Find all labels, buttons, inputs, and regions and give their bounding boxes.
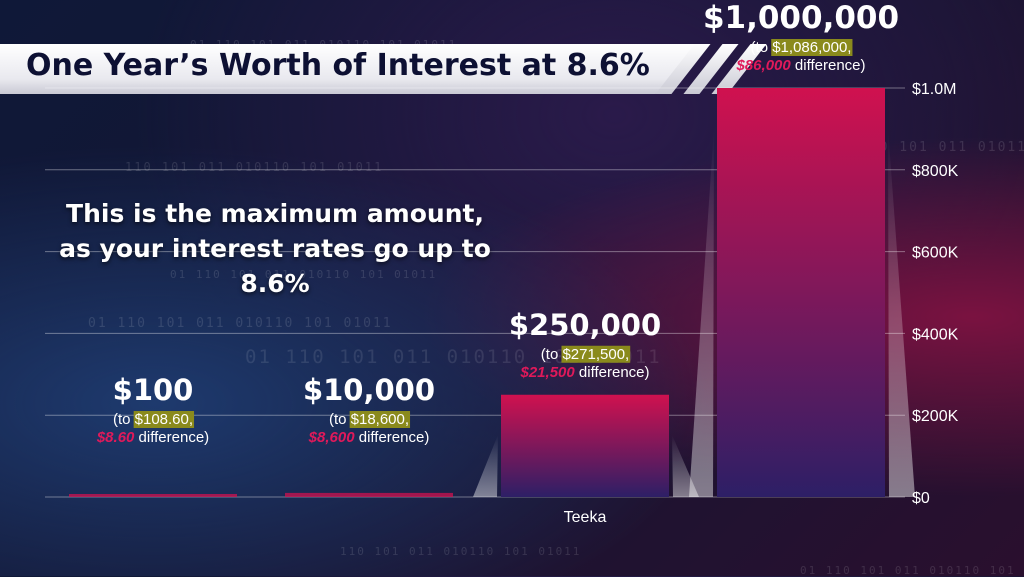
chart-title: One Year’s Worth of Interest at 8.6% (26, 48, 650, 83)
y-tick-label: $200K (912, 408, 959, 425)
y-tick-label: $400K (912, 326, 959, 343)
annotation-line-1: This is the maximum amount, (66, 199, 484, 228)
data-labels: $100 (to $108.60,$8.60 difference) $10,000… (96, 0, 899, 446)
annotation: This is the maximum amount, as your inte… (40, 196, 510, 301)
data-label-diff-suffix: difference) (134, 429, 209, 446)
light-beams (473, 128, 915, 497)
data-label-diff-value: $8,600 (308, 429, 356, 446)
data-label-to-value: $271,500, (562, 346, 629, 363)
binary-streak-4: 01 110 101 011 010110 101 01011 (88, 316, 393, 331)
data-label-to-prefix: (to (751, 39, 773, 56)
y-axis: $0 $200K $400K $600K $800K $1.0M (912, 81, 959, 507)
y-tick-label: $800K (912, 163, 959, 180)
data-label-diff: $8.60 difference) (96, 429, 209, 446)
y-tick-label: $600K (912, 245, 959, 262)
data-label-to-value: $108.60, (135, 411, 193, 428)
data-label-diff: $86,000 difference) (736, 57, 866, 74)
annotation-line-2: as your interest rates go up to 8.6% (59, 234, 491, 298)
value-highlight (561, 345, 631, 363)
data-label-to-prefix: (to (329, 411, 351, 428)
bars (69, 88, 885, 497)
x-axis: Teeka (564, 509, 607, 526)
data-label-diff: $8,600 difference) (308, 429, 430, 446)
y-tick-label: $1.0M (912, 81, 956, 98)
data-label-to-prefix: (to (541, 346, 563, 363)
data-label-amount: $1,000,000 (703, 0, 899, 36)
value-highlight (771, 39, 853, 56)
binary-streak-3: 01 110 101 011 010110 101 01011 (170, 268, 438, 281)
data-label-diff-value: $8.60 (96, 429, 135, 446)
data-label-diff-value: $86,000 (736, 57, 792, 74)
x-tick-label: Teeka (564, 509, 607, 526)
bar (69, 494, 237, 497)
data-label-amount: $10,000 (303, 373, 435, 407)
title-banner (0, 44, 705, 94)
bar (717, 88, 885, 497)
y-tick-label: $0 (912, 490, 930, 507)
data-label-to: (to $1,086,000, (751, 39, 852, 56)
data-label-to-prefix: (to (113, 411, 135, 428)
binary-streak-5: 01 110 101 011 010110 101 01011 (245, 346, 662, 368)
data-label-amount: $250,000 (509, 308, 661, 342)
data-label-diff: $21,500 difference) (520, 364, 650, 381)
binary-streak-7: 01 110 101 011 010110 101 01011 (800, 564, 1024, 577)
data-label-amount: $100 (113, 373, 194, 407)
light-beam (473, 434, 498, 497)
data-label-to: (to $271,500, (541, 346, 629, 363)
bar (501, 394, 669, 497)
light-beam (888, 128, 915, 497)
data-label-diff-suffix: difference) (575, 364, 650, 381)
light-beam (689, 128, 714, 497)
binary-streak-8: 110 101 011 010110 101 01011 (860, 140, 1024, 155)
bar (285, 492, 453, 497)
data-label-to-value: $18,600, (351, 411, 409, 428)
value-highlight (133, 411, 195, 428)
data-label-diff-suffix: difference) (791, 57, 866, 74)
data-label-to: (to $18,600, (329, 411, 409, 428)
value-highlight (349, 411, 411, 428)
binary-streak-6: 110 101 011 010110 101 01011 (340, 545, 582, 558)
data-label-to: (to $108.60, (113, 411, 193, 428)
data-label-to-value: $1,086,000, (772, 39, 851, 56)
data-label-diff-value: $21,500 (520, 364, 576, 381)
binary-streak-2: 110 101 011 010110 101 01011 (125, 160, 384, 174)
data-label-diff-suffix: difference) (355, 429, 430, 446)
